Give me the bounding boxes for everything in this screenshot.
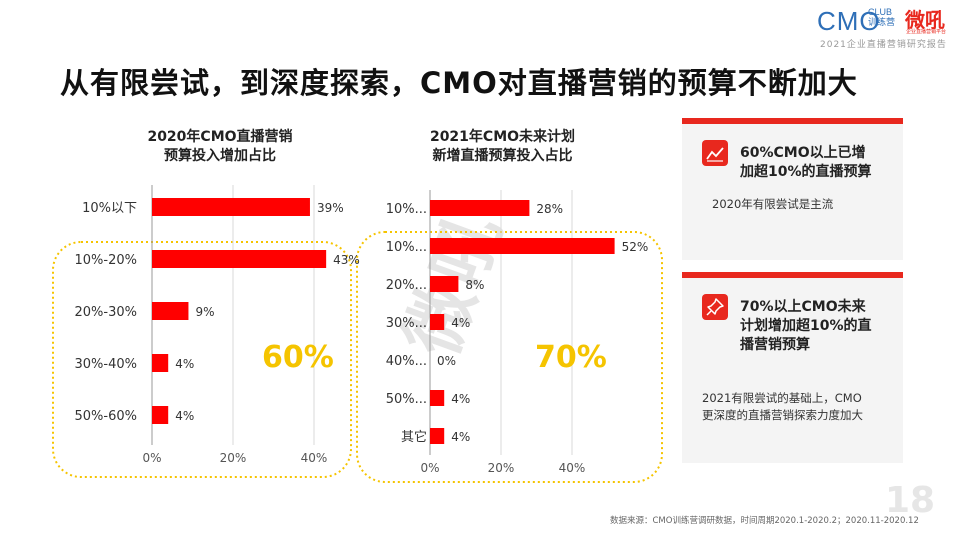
card-2020-headline-line1: 60%CMO以上已增 xyxy=(740,145,866,161)
left-value-label: 4% xyxy=(175,409,194,423)
brand-logo: 微吼 xyxy=(905,8,945,32)
left-category-label: 20%-30% xyxy=(75,305,137,320)
right-bar xyxy=(430,200,530,216)
left-value-label: 4% xyxy=(175,357,194,371)
left-value-label: 43% xyxy=(333,253,360,267)
left-bar xyxy=(152,198,310,216)
left-category-label: 10%以下 xyxy=(82,201,137,216)
card-2021-headline-line3: 播营销预算 xyxy=(740,337,810,353)
right-chart-title-line2: 新增直播预算投入占比 xyxy=(432,148,573,164)
right-category-label: 20%... xyxy=(386,278,427,293)
card-2020-headline: 60%CMO以上已增 加超10%的直播预算 xyxy=(740,144,872,182)
left-x-tick-label: 0% xyxy=(142,451,161,465)
right-value-label: 0% xyxy=(437,354,456,368)
card-2021-headline-line2: 计划增加超10%的直 xyxy=(740,318,872,334)
club-logo-subtext: 训练营 xyxy=(868,17,896,27)
right-highlight-box xyxy=(356,231,663,483)
right-x-tick-label: 20% xyxy=(488,461,515,475)
right-bar xyxy=(430,314,445,330)
right-category-label: 10%... xyxy=(386,240,427,255)
club-logo: CLUB 训练营 xyxy=(868,7,895,27)
right-value-label: 4% xyxy=(451,392,470,406)
right-value-label: 28% xyxy=(536,202,563,216)
page-title: 从有限尝试，到深度探索，CMO对直播营销的预算不断加大 xyxy=(60,66,858,100)
right-bar xyxy=(430,238,615,254)
charts-canvas: 0% 20% 40% 10%以下 39% 10%-20% 43% 20%-30% 9% 30%-4… xyxy=(52,185,663,483)
left-chart-title: 2020年CMO直播营销 预算投入增加占比 xyxy=(105,128,335,166)
left-value-label: 39% xyxy=(317,201,344,215)
right-value-label: 4% xyxy=(451,430,470,444)
left-value-label: 9% xyxy=(195,305,214,319)
right-bar-chart: 0% 20% 40% 10%... 28% 10%... 52% 20%... 8% 30%...… xyxy=(386,190,649,475)
card-2021-headline: 70%以上CMO未来 计划增加超10%的直 播营销预算 xyxy=(740,298,872,355)
right-x-tick-label: 0% xyxy=(420,461,439,475)
right-category-label: 其它 xyxy=(401,429,427,445)
card-2021-headline-line1: 70%以上CMO未来 xyxy=(740,299,866,315)
left-highlight-box xyxy=(52,241,352,478)
right-bar xyxy=(430,390,445,406)
left-x-tick-label: 40% xyxy=(301,451,328,465)
brand-logo-subtext: 企业直播营销平台 xyxy=(906,29,947,35)
left-bar xyxy=(152,250,327,268)
left-bar-chart: 0% 20% 40% 10%以下 39% 10%-20% 43% 20%-30% 9% 30%-4… xyxy=(75,185,360,465)
right-x-tick-label: 40% xyxy=(559,461,586,475)
right-category-label: 30%... xyxy=(386,316,427,331)
cmo-logo: CMO xyxy=(817,6,881,36)
card-2020-headline-line2: 加超10%的直播预算 xyxy=(740,164,872,180)
left-category-label: 10%-20% xyxy=(75,253,137,268)
right-bar xyxy=(430,428,445,444)
page-number: 18 xyxy=(885,480,936,521)
club-logo-text: CLUB xyxy=(868,7,893,17)
left-category-label: 30%-40% xyxy=(75,357,137,372)
left-bar xyxy=(152,406,169,424)
left-bar xyxy=(152,354,169,372)
right-chart-title-line1: 2021年CMO未来计划 xyxy=(429,129,576,145)
data-source-footnote: 数据来源：CMO训练营调研数据，时间周期2020.1-2020.2；2020.1… xyxy=(610,516,919,526)
left-bar xyxy=(152,302,189,320)
right-value-label: 8% xyxy=(465,278,484,292)
right-value-label: 52% xyxy=(622,240,649,254)
right-chart-title: 2021年CMO未来计划 新增直播预算投入占比 xyxy=(390,128,615,166)
right-category-label: 10%... xyxy=(386,202,427,217)
right-category-label: 50%... xyxy=(386,392,427,407)
insight-card-2021: 70%以上CMO未来 计划增加超10%的直 播营销预算 2021有限尝试的基础上… xyxy=(682,272,903,463)
trend-chart-icon xyxy=(702,140,728,166)
card-2021-body-line2: 更深度的直播营销探索力度加大 xyxy=(702,408,863,422)
right-bar xyxy=(430,276,459,292)
card-2021-body-line1: 2021有限尝试的基础上，CMO xyxy=(702,391,862,405)
left-x-tick-label: 20% xyxy=(220,451,247,465)
card-2020-body: 2020年有限尝试是主流 xyxy=(712,196,833,213)
card-2021-body: 2021有限尝试的基础上，CMO 更深度的直播营销探索力度加大 xyxy=(702,390,863,424)
report-subtitle: 2021企业直播营销研究报告 xyxy=(820,40,947,50)
insight-card-2020: 60%CMO以上已增 加超10%的直播预算 2020年有限尝试是主流 xyxy=(682,118,903,260)
left-chart-title-line1: 2020年CMO直播营销 xyxy=(147,129,293,145)
right-value-label: 4% xyxy=(451,316,470,330)
right-category-label: 40%... xyxy=(386,354,427,369)
card-2020-body-line1: 2020年有限尝试是主流 xyxy=(712,197,834,211)
left-highlight-value: 60% xyxy=(262,340,334,375)
pushpin-icon xyxy=(702,294,728,320)
right-highlight-value: 70% xyxy=(535,340,607,375)
left-chart-title-line2: 预算投入增加占比 xyxy=(164,148,276,164)
left-category-label: 50%-60% xyxy=(75,409,137,424)
